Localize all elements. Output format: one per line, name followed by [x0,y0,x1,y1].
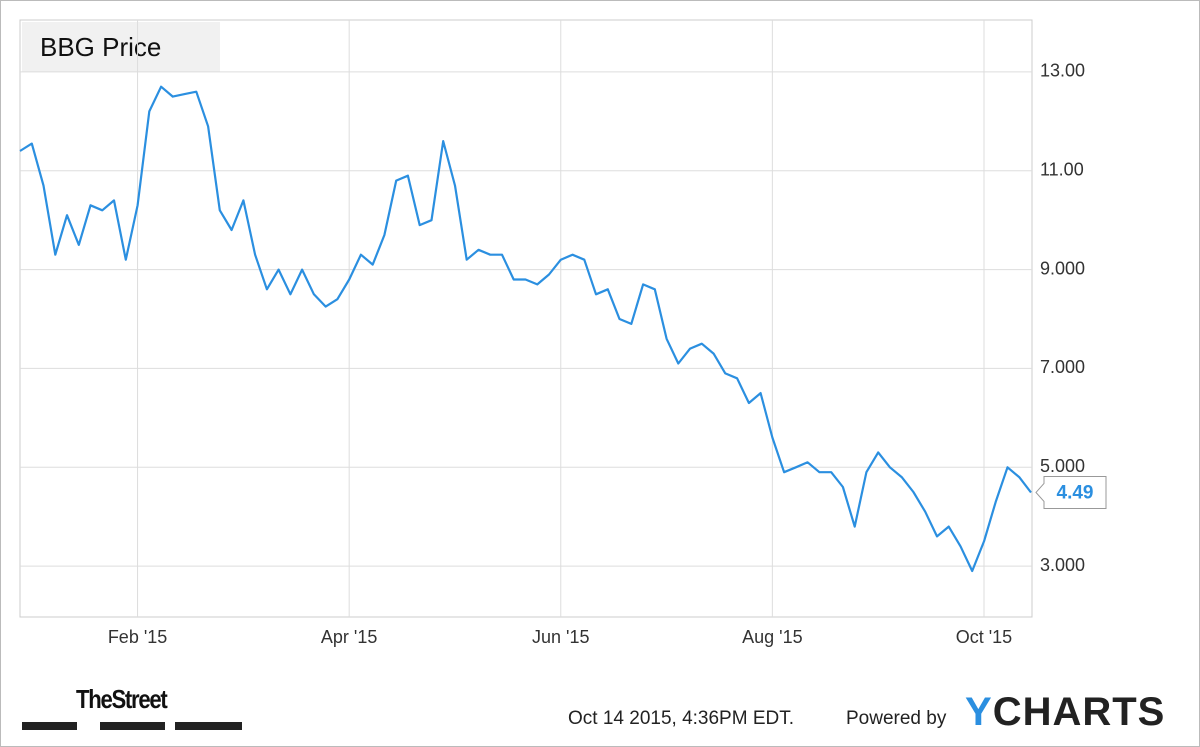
timestamp: Oct 14 2015, 4:36PM EDT. [568,708,794,729]
y-tick-label: 13.00 [1040,61,1085,81]
publisher-logo: TheStreet [76,684,168,714]
logo-bar [175,722,242,730]
title-box [22,22,220,72]
x-tick-label: Feb '15 [108,627,167,647]
y-tick-label: 11.00 [1040,159,1084,179]
y-tick-label: 9.000 [1040,258,1085,278]
x-tick-label: Jun '15 [532,627,589,647]
last-value-box [1035,475,1107,509]
last-value-label: 4.49 [1057,482,1094,503]
chart-title: BBG Price [40,32,161,62]
logo-bar [100,722,165,730]
plot-area [19,19,1033,618]
y-tick-label: 5.000 [1040,456,1085,476]
x-tick-label: Apr '15 [321,627,377,647]
powered-by: Powered by [846,708,947,729]
brand-logo: YCHARTS [965,690,1166,734]
y-tick-label: 7.000 [1040,357,1085,377]
y-tick-label: 3.000 [1040,555,1085,575]
price-line [19,85,1032,573]
x-tick-label: Aug '15 [742,627,803,647]
logo-bar [22,722,77,730]
x-tick-label: Oct '15 [956,627,1012,647]
